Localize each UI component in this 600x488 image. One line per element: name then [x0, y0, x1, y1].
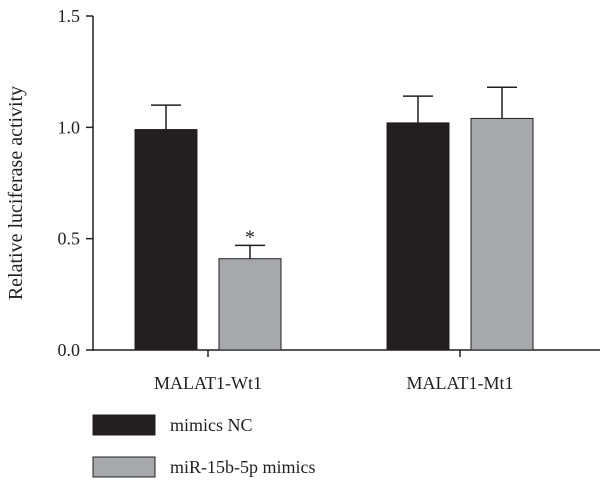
significance-marker: * [245, 226, 255, 248]
bar [134, 129, 198, 351]
legend-swatch [92, 456, 156, 478]
y-tick-label: 1.5 [58, 6, 81, 26]
y-axis-title: Relative luciferase activity [5, 86, 27, 300]
legend-label: miR-15b-5p mimics [170, 457, 316, 477]
y-tick-label: 0.5 [58, 229, 81, 249]
legend: mimics NC miR-15b-5p mimics [92, 414, 316, 478]
y-tick-label: 0.0 [58, 340, 81, 360]
x-tick-label: MALAT1-Wt1 [154, 373, 262, 393]
bar [218, 258, 282, 351]
labels: 0.0 0.5 1.0 1.5 Relative luciferase activity… [5, 6, 514, 393]
legend-label: mimics NC [170, 415, 253, 435]
bar [470, 117, 534, 351]
y-tick-label: 1.0 [58, 117, 81, 137]
x-tick-label: MALAT1-Mt1 [407, 373, 514, 393]
legend-swatch [92, 414, 156, 436]
bars [134, 86, 534, 351]
bar [386, 122, 450, 351]
